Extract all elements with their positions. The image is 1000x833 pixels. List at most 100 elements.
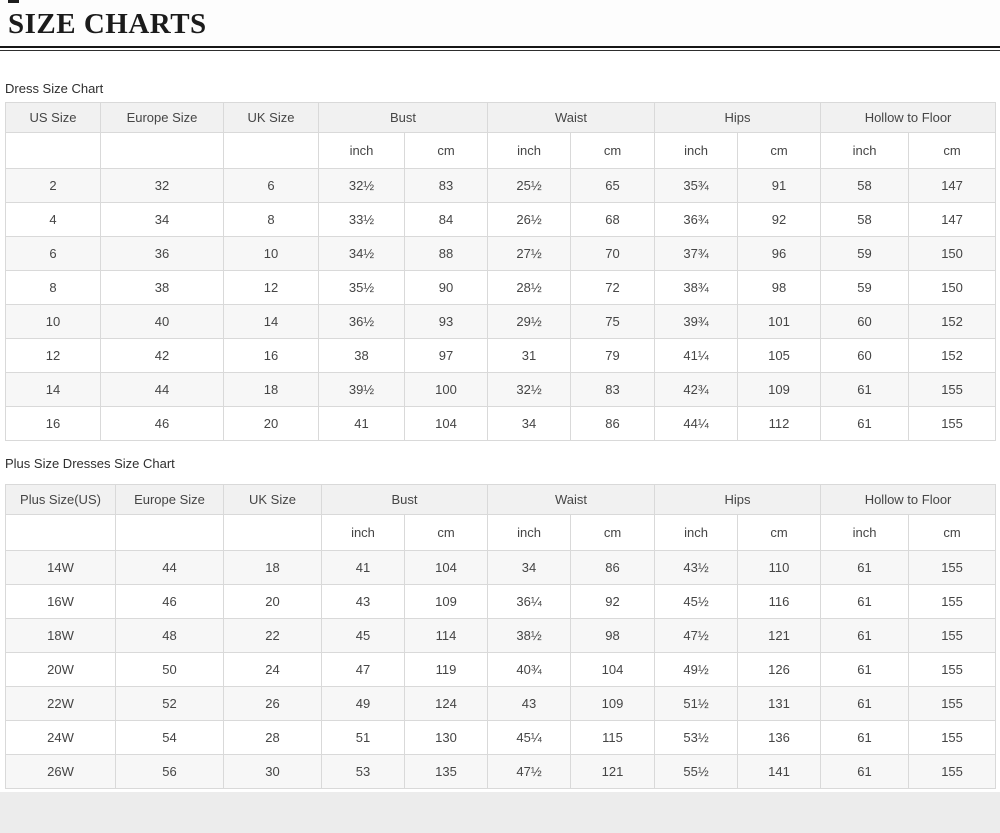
table-cell: 55½: [654, 753, 739, 789]
table-cell: 27½: [487, 235, 572, 271]
table-cell: 46: [100, 405, 224, 441]
table-cell: 24W: [5, 719, 116, 755]
table-cell: 20: [223, 405, 319, 441]
table-cell: 32½: [318, 167, 405, 203]
table-cell: 30: [223, 753, 322, 789]
table-cell: 6: [5, 235, 101, 271]
table-cell: 51: [321, 719, 405, 755]
table-cell: 51½: [654, 685, 739, 721]
table-row: 14W 44 18 41 104 34 86 43½ 110 61 155: [5, 549, 997, 585]
empty-header-cell: [100, 131, 224, 169]
table-cell: 61: [820, 583, 910, 619]
table-cell: 14: [223, 303, 319, 339]
table-cell: 16W: [5, 583, 116, 619]
table-cell: 44: [115, 549, 224, 585]
dress-size-table: US Size Europe Size UK Size Bust Waist Hips Ho…: [5, 101, 997, 441]
table-cell: 109: [737, 371, 822, 407]
unit-header: inch: [321, 513, 405, 551]
table-cell: 56: [115, 753, 224, 789]
table-cell: 83: [570, 371, 656, 407]
empty-header-cell: [115, 513, 224, 551]
table-cell: 36¼: [487, 583, 572, 619]
table-cell: 90: [403, 269, 489, 305]
table-cell: 52: [115, 685, 224, 721]
column-header: Waist: [487, 101, 656, 133]
table-cell: 155: [908, 371, 997, 407]
table-cell: 75: [570, 303, 656, 339]
page-title: SIZE CHARTS: [8, 8, 207, 40]
table-cell: 131: [737, 685, 822, 721]
table-cell: 37¾: [654, 235, 739, 271]
top-left-mark: [8, 0, 19, 3]
table-cell: 98: [737, 269, 822, 305]
table-cell: 53: [321, 753, 405, 789]
table-cell: 20W: [5, 651, 116, 687]
table-cell: 32½: [487, 371, 572, 407]
table-cell: 112: [737, 405, 822, 441]
table-cell: 121: [737, 617, 822, 653]
table-cell: 38: [100, 269, 224, 305]
unit-header: cm: [570, 513, 656, 551]
table-cell: 61: [820, 753, 910, 789]
table-cell: 41: [321, 549, 405, 585]
table-cell: 10: [5, 303, 101, 339]
table-cell: 28½: [487, 269, 572, 305]
table-cell: 65: [570, 167, 656, 203]
table-cell: 35¾: [654, 167, 739, 203]
table-cell: 59: [820, 269, 910, 305]
table-row: 16W 46 20 43 109 36¼ 92 45½ 116 61 155: [5, 583, 997, 619]
table-cell: 130: [403, 719, 489, 755]
table-cell: 26½: [487, 201, 572, 237]
table-cell: 36: [100, 235, 224, 271]
table-cell: 42¾: [654, 371, 739, 407]
unit-header: cm: [737, 131, 822, 169]
table-row: 12 42 16 38 97 31 79 41¼ 105 60 152: [5, 337, 997, 373]
table-cell: 155: [908, 719, 997, 755]
table-cell: 96: [737, 235, 822, 271]
table-cell: 47½: [487, 753, 572, 789]
title-divider: [0, 45, 1000, 51]
table-cell: 18W: [5, 617, 116, 653]
table-row: 4 34 8 33½ 84 26½ 68 36¾ 92 58 147: [5, 201, 997, 237]
table-cell: 8: [5, 269, 101, 305]
table-cell: 40¾: [487, 651, 572, 687]
table-cell: 14W: [5, 549, 116, 585]
table-cell: 61: [820, 719, 910, 755]
table-cell: 136: [737, 719, 822, 755]
table-cell: 34: [487, 549, 572, 585]
table-cell: 35½: [318, 269, 405, 305]
column-header: UK Size: [223, 101, 319, 133]
table-cell: 44¼: [654, 405, 739, 441]
table-row: 26W 56 30 53 135 47½ 121 55½ 141 61 155: [5, 753, 997, 789]
plus-size-chart-section: Plus Size Dresses Size Chart Plus Size(U…: [0, 456, 1000, 789]
table-cell: 155: [908, 617, 997, 653]
table-cell: 34: [100, 201, 224, 237]
table-cell: 92: [570, 583, 656, 619]
table-cell: 150: [908, 269, 997, 305]
table-cell: 61: [820, 617, 910, 653]
table-cell: 61: [820, 549, 910, 585]
table-cell: 53½: [654, 719, 739, 755]
table-cell: 119: [403, 651, 489, 687]
table-cell: 109: [403, 583, 489, 619]
table-cell: 50: [115, 651, 224, 687]
table-cell: 49: [321, 685, 405, 721]
table-cell: 39¾: [654, 303, 739, 339]
table-cell: 58: [820, 201, 910, 237]
table-cell: 98: [570, 617, 656, 653]
table-cell: 12: [5, 337, 101, 373]
table-cell: 36½: [318, 303, 405, 339]
column-header: Waist: [487, 483, 656, 515]
table-cell: 70: [570, 235, 656, 271]
unit-header: inch: [487, 513, 572, 551]
table-cell: 47: [321, 651, 405, 687]
unit-header: inch: [820, 513, 910, 551]
table-cell: 152: [908, 303, 997, 339]
unit-header: inch: [487, 131, 572, 169]
table-cell: 61: [820, 405, 910, 441]
table-cell: 26W: [5, 753, 116, 789]
table-cell: 72: [570, 269, 656, 305]
table-unit-row: inch cm inch cm inch cm inch cm: [5, 131, 997, 169]
table-cell: 41¼: [654, 337, 739, 373]
table-cell: 147: [908, 201, 997, 237]
